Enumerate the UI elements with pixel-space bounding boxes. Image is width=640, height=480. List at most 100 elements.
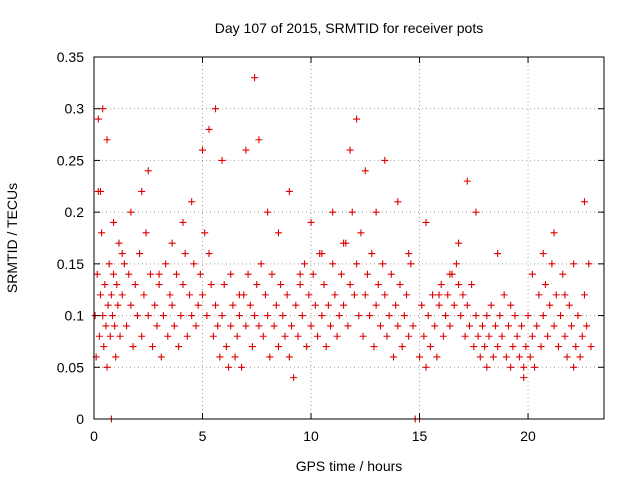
y-tick-label: 0 bbox=[76, 411, 84, 427]
data-point bbox=[376, 322, 384, 330]
data-point bbox=[110, 270, 118, 278]
data-point bbox=[212, 301, 220, 309]
data-point bbox=[485, 332, 493, 340]
data-point bbox=[426, 343, 434, 351]
data-point bbox=[168, 301, 176, 309]
data-point bbox=[218, 156, 226, 164]
data-point bbox=[539, 312, 547, 320]
data-point bbox=[255, 322, 263, 330]
data-point bbox=[159, 312, 167, 320]
data-point bbox=[337, 270, 345, 278]
y-axis-label: SRMTID / TECUs bbox=[4, 183, 20, 293]
data-point bbox=[507, 363, 515, 371]
data-point bbox=[157, 353, 165, 361]
data-point bbox=[190, 260, 198, 268]
data-point bbox=[329, 260, 337, 268]
data-point bbox=[383, 332, 391, 340]
data-point bbox=[301, 260, 309, 268]
data-point bbox=[125, 270, 133, 278]
x-tick-label: 10 bbox=[303, 428, 319, 444]
data-point bbox=[205, 125, 213, 133]
data-point bbox=[205, 250, 213, 258]
y-tick-label: 0.3 bbox=[65, 101, 85, 117]
data-point bbox=[98, 229, 106, 237]
data-point bbox=[379, 260, 387, 268]
data-point bbox=[259, 332, 267, 340]
data-point bbox=[320, 281, 328, 289]
data-point bbox=[452, 260, 460, 268]
data-point bbox=[580, 291, 588, 299]
y-tick-label: 0.35 bbox=[57, 49, 84, 65]
data-point bbox=[546, 301, 554, 309]
data-point bbox=[138, 332, 146, 340]
data-point bbox=[322, 343, 330, 351]
data-point bbox=[179, 218, 187, 226]
data-point bbox=[149, 343, 157, 351]
data-point bbox=[389, 353, 397, 361]
data-point bbox=[155, 270, 163, 278]
data-point bbox=[472, 208, 480, 216]
data-point bbox=[192, 322, 200, 330]
data-point bbox=[574, 312, 582, 320]
data-point bbox=[227, 322, 235, 330]
data-point bbox=[251, 74, 259, 82]
data-point bbox=[318, 250, 326, 258]
data-point bbox=[570, 363, 578, 371]
data-point bbox=[298, 312, 306, 320]
data-point bbox=[264, 208, 272, 216]
data-point bbox=[112, 353, 120, 361]
data-point bbox=[494, 343, 502, 351]
data-point bbox=[481, 343, 489, 351]
data-point bbox=[539, 250, 547, 258]
data-point bbox=[281, 332, 289, 340]
data-point bbox=[559, 270, 567, 278]
data-point bbox=[333, 332, 341, 340]
data-point bbox=[242, 146, 250, 154]
data-point bbox=[106, 332, 114, 340]
data-point bbox=[309, 270, 317, 278]
data-point bbox=[491, 322, 499, 330]
data-point bbox=[435, 291, 443, 299]
data-point bbox=[327, 322, 335, 330]
data-point bbox=[329, 208, 337, 216]
data-point bbox=[457, 312, 465, 320]
data-point bbox=[194, 301, 202, 309]
data-point bbox=[279, 312, 287, 320]
data-point bbox=[188, 198, 196, 206]
data-point bbox=[222, 343, 230, 351]
data-point bbox=[201, 229, 209, 237]
data-point bbox=[528, 270, 536, 278]
data-point bbox=[424, 312, 432, 320]
data-point bbox=[248, 343, 256, 351]
data-point bbox=[102, 322, 110, 330]
data-point bbox=[227, 270, 235, 278]
data-point bbox=[446, 270, 454, 278]
data-point bbox=[151, 301, 159, 309]
grid bbox=[94, 57, 604, 419]
data-point bbox=[587, 343, 595, 351]
data-point bbox=[231, 353, 239, 361]
data-point bbox=[478, 322, 486, 330]
data-point bbox=[120, 260, 128, 268]
data-point bbox=[554, 343, 562, 351]
data-point bbox=[420, 332, 428, 340]
data-point bbox=[175, 343, 183, 351]
data-point bbox=[372, 208, 380, 216]
data-point bbox=[522, 343, 530, 351]
data-point bbox=[567, 322, 575, 330]
data-point bbox=[361, 167, 369, 175]
data-point bbox=[116, 332, 124, 340]
data-point bbox=[422, 218, 430, 226]
data-point bbox=[552, 291, 560, 299]
data-point bbox=[463, 177, 471, 185]
data-point bbox=[118, 250, 126, 258]
data-point bbox=[93, 270, 101, 278]
data-point bbox=[483, 363, 491, 371]
data-point bbox=[446, 322, 454, 330]
data-point bbox=[138, 187, 146, 195]
data-point bbox=[468, 281, 476, 289]
data-point bbox=[431, 322, 439, 330]
data-point bbox=[229, 301, 237, 309]
data-point bbox=[585, 260, 593, 268]
data-point bbox=[476, 353, 484, 361]
